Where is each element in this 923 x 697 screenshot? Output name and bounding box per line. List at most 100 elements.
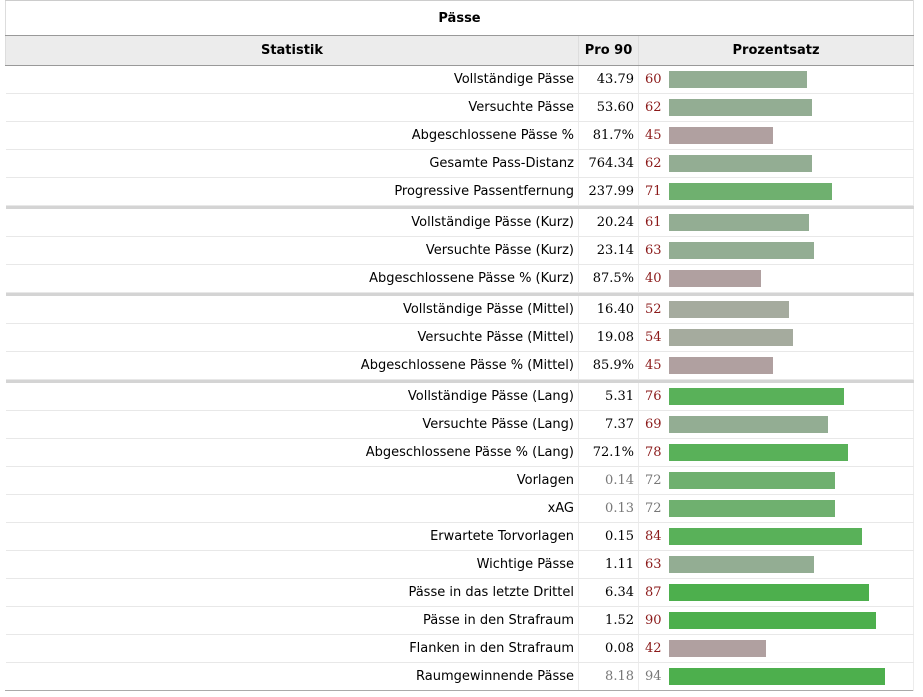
group-separator-cell xyxy=(5,205,914,209)
stat-percentile-cell: 78 xyxy=(638,438,915,467)
table-row: Vollständige Pässe (Kurz) 20.24 61 xyxy=(5,209,915,237)
stat-per90-value: 8.18 xyxy=(578,662,639,691)
stat-per90-value: 19.08 xyxy=(578,323,639,352)
group-separator-cell xyxy=(5,379,914,383)
percentile-bar xyxy=(669,612,876,629)
table-row: Vollständige Pässe (Lang) 5.31 76 xyxy=(5,383,915,411)
percentile-number: 87 xyxy=(645,585,662,600)
stat-per90-value: 23.14 xyxy=(578,236,639,265)
stat-name: Vollständige Pässe xyxy=(5,65,579,94)
stat-percentile-cell: 84 xyxy=(638,522,915,551)
stat-per90-value: 87.5% xyxy=(578,264,639,293)
stat-per90-value: 764.34 xyxy=(578,149,639,178)
group-separator xyxy=(5,205,914,209)
stat-name: Wichtige Pässe xyxy=(5,550,579,579)
header-statistic[interactable]: Statistik xyxy=(5,35,579,66)
percentile-number: 84 xyxy=(645,529,662,544)
group-separator xyxy=(5,292,914,296)
stat-per90-value: 0.13 xyxy=(578,494,639,523)
stat-name: Abgeschlossene Pässe % (Kurz) xyxy=(5,264,579,293)
stat-percentile-cell: 52 xyxy=(638,296,915,324)
stat-per90-value: 0.14 xyxy=(578,466,639,495)
stat-per90-value: 81.7% xyxy=(578,121,639,150)
header-percentile[interactable]: Prozentsatz xyxy=(637,35,915,66)
table-row: Raumgewinnende Pässe 8.18 94 xyxy=(5,662,915,691)
table-row: Versuchte Pässe (Kurz) 23.14 63 xyxy=(5,236,915,265)
percentile-number: 61 xyxy=(645,215,662,230)
stat-per90-value: 1.11 xyxy=(578,550,639,579)
percentile-number: 90 xyxy=(645,613,662,628)
percentile-number: 63 xyxy=(645,243,662,258)
percentile-number: 76 xyxy=(645,389,662,404)
stat-per90-value: 20.24 xyxy=(578,209,639,237)
percentile-number: 60 xyxy=(645,72,662,87)
stat-percentile-cell: 61 xyxy=(638,209,915,237)
percentile-bar xyxy=(669,155,812,172)
percentile-bar xyxy=(669,556,814,573)
table-row: Vorlagen 0.14 72 xyxy=(5,466,915,495)
stat-name: Vollständige Pässe (Kurz) xyxy=(5,209,579,237)
table-row: Pässe in das letzte Drittel 6.34 87 xyxy=(5,578,915,607)
table-caption: Pässe xyxy=(4,0,915,36)
table-row: Abgeschlossene Pässe % (Mittel) 85.9% 45 xyxy=(5,351,915,380)
stat-name: Abgeschlossene Pässe % (Mittel) xyxy=(5,351,579,380)
percentile-bar xyxy=(669,500,835,517)
table-row: Erwartete Torvorlagen 0.15 84 xyxy=(5,522,915,551)
stat-percentile-cell: 45 xyxy=(638,351,915,380)
table-body: Vollständige Pässe 43.79 60 Versuchte Pässe… xyxy=(5,65,915,691)
percentile-number: 78 xyxy=(645,445,662,460)
stat-percentile-cell: 45 xyxy=(638,121,915,150)
percentile-number: 42 xyxy=(645,641,662,656)
stat-name: Pässe in das letzte Drittel xyxy=(5,578,579,607)
header-per90[interactable]: Pro 90 xyxy=(578,35,639,66)
group-separator xyxy=(5,379,914,383)
percentile-bar xyxy=(669,99,812,116)
percentile-bar xyxy=(669,214,809,231)
percentile-bar xyxy=(669,357,773,374)
stat-name: Versuchte Pässe (Mittel) xyxy=(5,323,579,352)
stat-percentile-cell: 71 xyxy=(638,177,915,206)
stat-per90-value: 72.1% xyxy=(578,438,639,467)
percentile-number: 40 xyxy=(645,271,662,286)
percentile-bar xyxy=(669,127,773,144)
percentile-number: 63 xyxy=(645,557,662,572)
percentile-bar xyxy=(669,388,844,405)
percentile-number: 72 xyxy=(645,501,662,516)
percentile-bar xyxy=(669,416,828,433)
stat-name: Flanken in den Strafraum xyxy=(5,634,579,663)
percentile-bar xyxy=(669,329,793,346)
percentile-number: 52 xyxy=(645,302,662,317)
stat-name: Gesamte Pass-Distanz xyxy=(5,149,579,178)
stat-percentile-cell: 60 xyxy=(638,65,915,94)
table-row: Vollständige Pässe (Mittel) 16.40 52 xyxy=(5,296,915,324)
table-row: Progressive Passentfernung 237.99 71 xyxy=(5,177,915,206)
percentile-bar xyxy=(669,444,848,461)
percentile-number: 71 xyxy=(645,184,662,199)
stat-percentile-cell: 76 xyxy=(638,383,915,411)
stat-percentile-cell: 42 xyxy=(638,634,915,663)
stat-percentile-cell: 90 xyxy=(638,606,915,635)
stat-name: Raumgewinnende Pässe xyxy=(5,662,579,691)
stat-percentile-cell: 54 xyxy=(638,323,915,352)
percentile-bar xyxy=(669,183,832,200)
table-bottom-divider xyxy=(5,690,913,691)
stat-name: Versuchte Pässe (Kurz) xyxy=(5,236,579,265)
stat-per90-value: 7.37 xyxy=(578,410,639,439)
table-row: Versuchte Pässe 53.60 62 xyxy=(5,93,915,122)
percentile-number: 45 xyxy=(645,358,662,373)
percentile-number: 94 xyxy=(645,669,662,684)
table-row: Gesamte Pass-Distanz 764.34 62 xyxy=(5,149,915,178)
percentile-bar xyxy=(669,528,862,545)
stat-per90-value: 85.9% xyxy=(578,351,639,380)
stat-name: Abgeschlossene Pässe % (Lang) xyxy=(5,438,579,467)
stat-per90-value: 43.79 xyxy=(578,65,639,94)
stat-per90-value: 53.60 xyxy=(578,93,639,122)
group-separator-cell xyxy=(5,292,914,296)
table-row: Abgeschlossene Pässe % 81.7% 45 xyxy=(5,121,915,150)
stat-name: Vorlagen xyxy=(5,466,579,495)
stat-percentile-cell: 94 xyxy=(638,662,915,691)
percentile-number: 45 xyxy=(645,128,662,143)
percentile-bar xyxy=(669,242,814,259)
percentile-number: 62 xyxy=(645,100,662,115)
stat-percentile-cell: 87 xyxy=(638,578,915,607)
